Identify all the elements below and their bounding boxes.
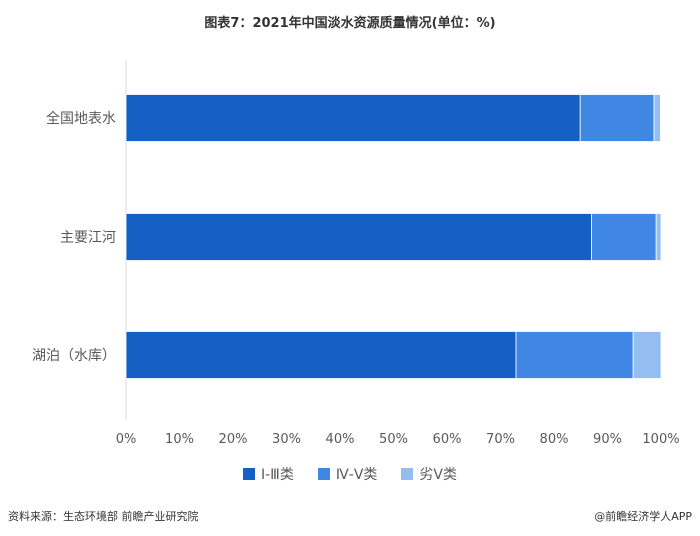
bar-segment-1-1	[125, 94, 581, 142]
x-tick-labels: 0% 10% 20% 30% 40% 50% 60% 70% 80% 90% 100%	[116, 432, 680, 447]
legend: Ⅰ-Ⅲ类 Ⅳ-Ⅴ类 劣Ⅴ类	[0, 464, 700, 484]
bar-segment-1-3	[653, 94, 661, 142]
bar-segment-2-2	[591, 213, 657, 261]
x-tick-label-1: 0%	[116, 432, 137, 447]
brand-note: @前瞻经济学人APP	[594, 510, 692, 523]
x-tick-label-3: 20%	[219, 432, 248, 447]
legend-item-3: 劣Ⅴ类	[401, 464, 457, 484]
legend-swatch-3	[401, 468, 414, 480]
bar-segment-3-2	[515, 331, 634, 379]
legend-item-2: Ⅳ-Ⅴ类	[317, 464, 378, 484]
bar-segment-2-1	[125, 213, 592, 261]
category-label-2: 主要江河	[60, 230, 116, 246]
category-label-3: 湖泊（水库）	[32, 348, 116, 364]
bar-segment-3-3	[632, 331, 662, 379]
x-tick-label-11: 100%	[642, 432, 679, 447]
bar-segment-3-1	[125, 331, 517, 379]
x-tick-label-5: 40%	[326, 432, 355, 447]
bars-group	[125, 94, 662, 379]
category-label-1: 全国地表水	[46, 110, 116, 127]
source-note: 资料来源：生态环境部 前瞻产业研究院	[8, 510, 199, 523]
legend-item-1: Ⅰ-Ⅲ类	[243, 464, 294, 484]
legend-label-1: Ⅰ-Ⅲ类	[261, 467, 294, 483]
bar-segment-2-3	[655, 213, 662, 261]
bar-segment-1-2	[579, 94, 655, 142]
x-tick-label-9: 80%	[540, 432, 569, 447]
legend-label-3: 劣Ⅴ类	[419, 467, 457, 483]
x-tick-label-8: 70%	[486, 432, 515, 447]
x-tick-label-2: 10%	[165, 432, 194, 447]
chart-title: 图表7：2021年中国淡水资源质量情况(单位：%)	[204, 16, 496, 31]
legend-swatch-1	[243, 468, 255, 480]
x-tick-label-4: 30%	[272, 432, 301, 447]
x-tick-label-10: 90%	[593, 432, 622, 447]
legend-label-2: Ⅳ-Ⅴ类	[335, 467, 378, 483]
x-tick-label-6: 50%	[379, 432, 408, 447]
legend-swatch-2	[317, 468, 330, 480]
x-tick-label-7: 60%	[433, 432, 462, 447]
